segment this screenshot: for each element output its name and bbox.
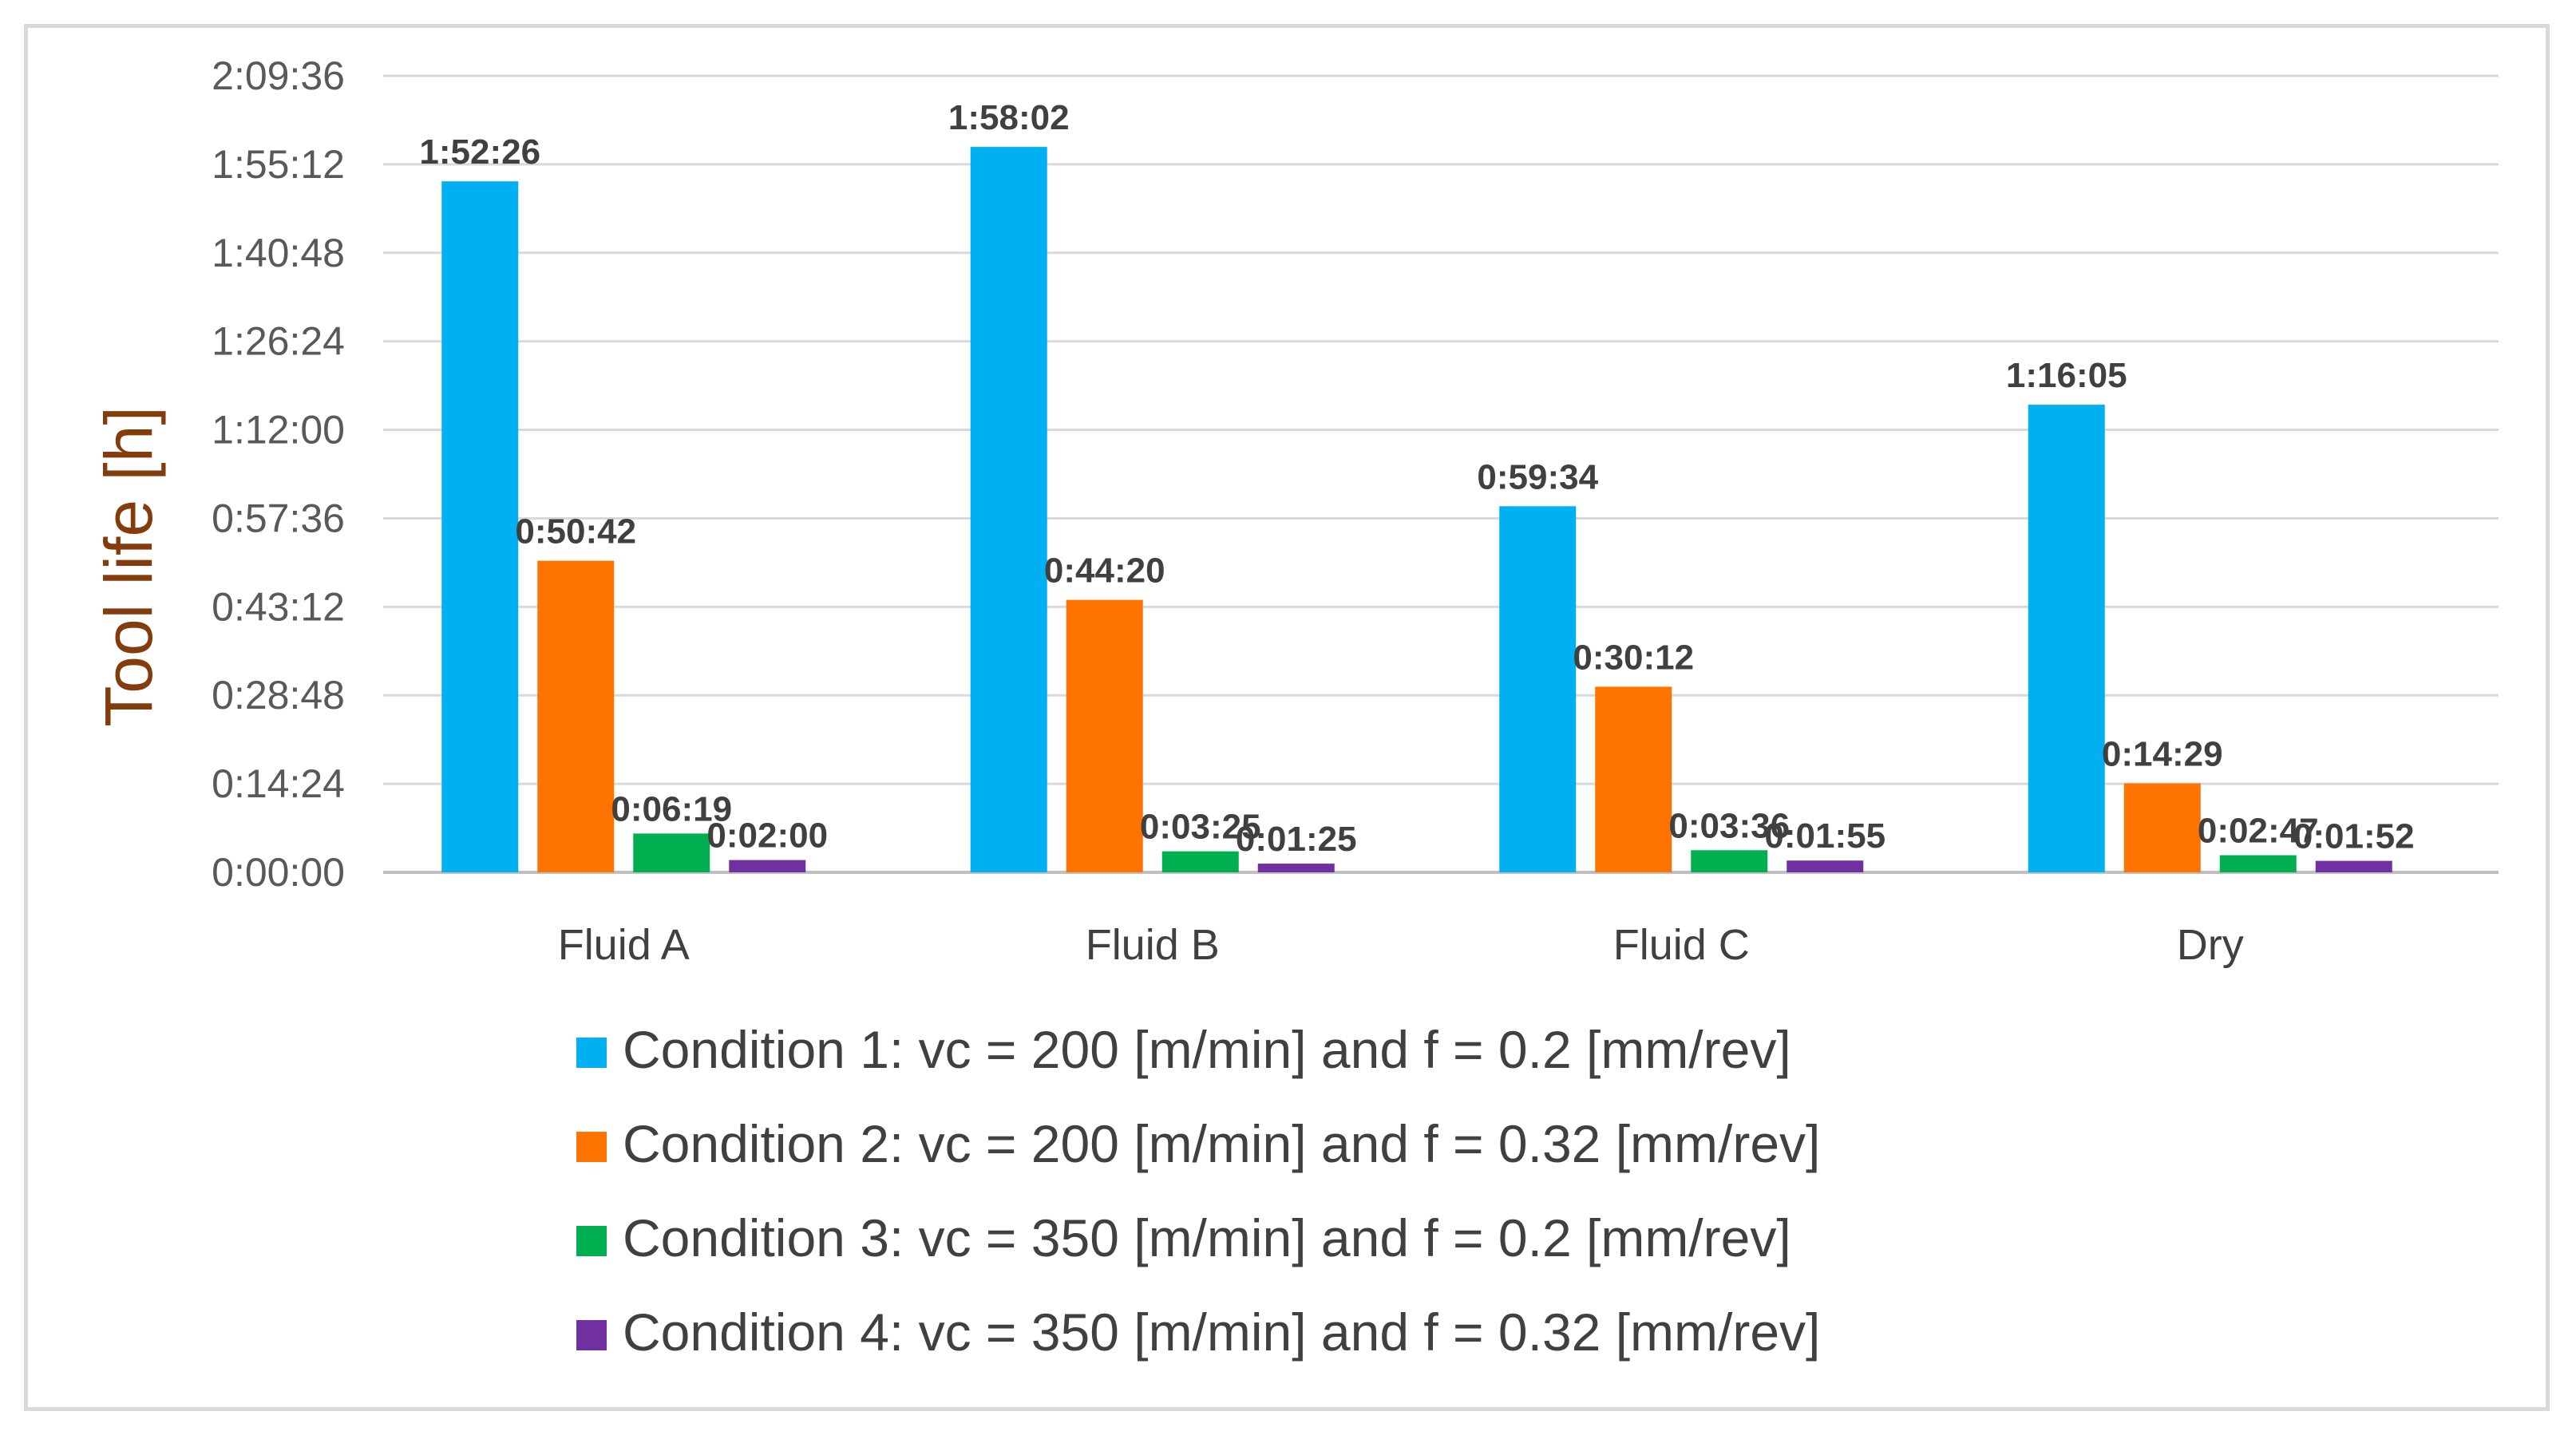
bar <box>970 147 1047 872</box>
legend: Condition 1: vc = 200 [m/min] and f = 0.… <box>576 1020 1820 1362</box>
category-label: Fluid B <box>1086 921 1220 969</box>
data-label: 0:02:47 <box>2198 812 2319 851</box>
bar <box>441 181 519 873</box>
data-label: 0:06:19 <box>611 789 732 828</box>
data-label: 0:01:25 <box>1236 820 1357 859</box>
legend-swatch <box>576 1132 607 1162</box>
bar <box>1595 686 1672 872</box>
bars <box>441 147 2392 873</box>
data-label: 0:03:25 <box>1140 808 1261 847</box>
data-label: 1:58:02 <box>948 98 1070 137</box>
y-axis-ticks: 0:00:00 0:14:24 0:28:48 0:43:12 0:57:36 1:12:… <box>212 53 345 895</box>
bar <box>1257 864 1335 872</box>
bar <box>537 560 615 872</box>
data-label: 0:59:34 <box>1477 457 1598 496</box>
legend-entry: Condition 2: vc = 200 [m/min] and f = 0.… <box>623 1114 1820 1173</box>
legend-swatch <box>576 1226 607 1256</box>
data-label: 0:01:55 <box>1764 816 1886 856</box>
y-tick-label: 1:26:24 <box>212 319 345 364</box>
category-label: Dry <box>2177 921 2244 969</box>
data-label: 0:14:29 <box>2102 734 2223 773</box>
data-label: 0:01:52 <box>2293 817 2415 856</box>
data-label: 0:02:00 <box>706 816 828 856</box>
y-tick-label: 0:43:12 <box>212 584 345 629</box>
legend-entry: Condition 1: vc = 200 [m/min] and f = 0.… <box>623 1020 1791 1079</box>
y-tick-label: 1:40:48 <box>212 231 345 275</box>
bar <box>729 860 806 872</box>
category-label: Fluid A <box>558 921 690 969</box>
legend-entry: Condition 4: vc = 350 [m/min] and f = 0.… <box>623 1303 1820 1362</box>
legend-swatch <box>576 1320 607 1350</box>
bar <box>2123 783 2201 872</box>
bar <box>1787 860 1864 872</box>
data-label: 0:44:20 <box>1044 551 1165 591</box>
data-labels: 1:52:26 0:50:42 0:06:190:02:00 1:58:02 0:44:… <box>419 98 2414 859</box>
y-tick-label: 0:00:00 <box>212 850 345 895</box>
data-label: 0:03:36 <box>1668 806 1790 845</box>
bar <box>2028 405 2105 873</box>
category-label: Fluid C <box>1613 921 1750 969</box>
y-tick-label: 1:55:12 <box>212 142 345 187</box>
y-axis-label: Tool life [h] <box>91 406 166 727</box>
data-label: 1:52:26 <box>419 132 540 172</box>
data-label: 1:16:05 <box>2006 356 2127 395</box>
legend-entry: Condition 3: vc = 350 [m/min] and f = 0.… <box>623 1208 1791 1267</box>
bar <box>1691 850 1768 872</box>
y-tick-label: 1:12:00 <box>212 408 345 453</box>
data-label: 0:50:42 <box>515 512 636 551</box>
data-label: 0:30:12 <box>1573 638 1694 677</box>
bar <box>1161 851 1239 872</box>
bar <box>1499 506 1577 872</box>
y-tick-label: 0:28:48 <box>212 673 345 718</box>
bar <box>633 833 710 872</box>
bar <box>2219 855 2297 872</box>
category-labels: Fluid A Fluid B Fluid C Dry <box>558 921 2244 969</box>
y-tick-label: 0:57:36 <box>212 496 345 540</box>
bar <box>2315 860 2392 872</box>
bar <box>1066 599 1143 872</box>
y-tick-label: 2:09:36 <box>212 53 345 98</box>
legend-swatch <box>576 1038 607 1068</box>
y-tick-label: 0:14:24 <box>212 761 345 806</box>
